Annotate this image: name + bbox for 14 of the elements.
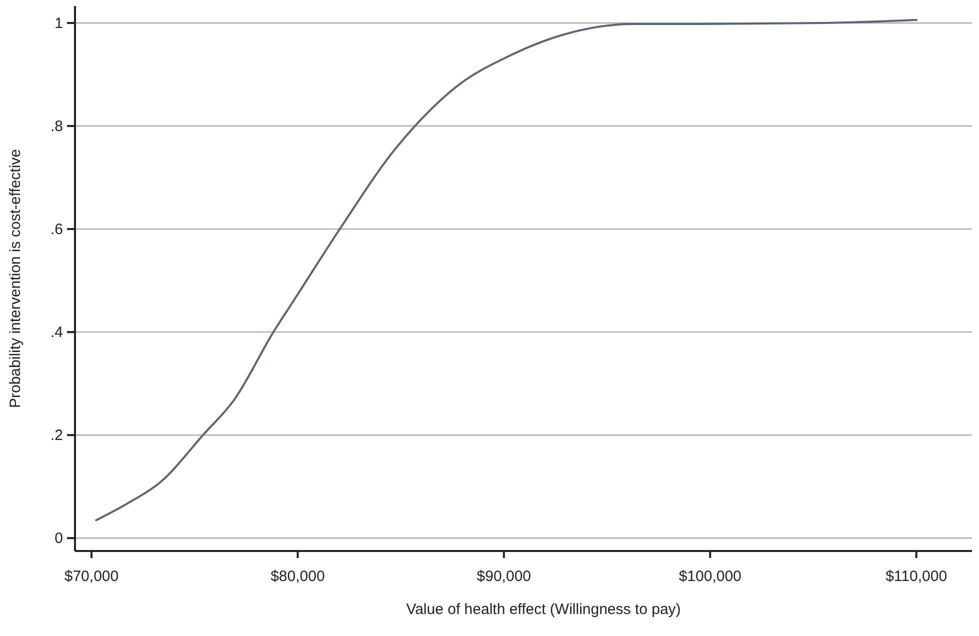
x-axis-title: Value of health effect (Willingness to pay)	[406, 601, 681, 618]
line-series	[94, 18, 918, 522]
x-tick-label: $100,000	[678, 568, 742, 585]
y-tick-label: .4	[50, 324, 63, 342]
y-tick-label: .6	[50, 221, 63, 238]
x-tick-label: $110,000	[886, 568, 948, 585]
y-tick-label: 1	[54, 15, 63, 32]
x-tick-label: $80,000	[270, 568, 325, 585]
x-tick-label: $90,000	[476, 568, 532, 585]
x-tick-label: $70,000	[64, 568, 119, 585]
y-tick-label: .2	[50, 427, 63, 444]
y-axis-title: Probability intervention is cost-effective	[7, 148, 24, 408]
y-tick-label: .8	[50, 118, 63, 136]
y-tick-label: 0	[54, 530, 63, 548]
